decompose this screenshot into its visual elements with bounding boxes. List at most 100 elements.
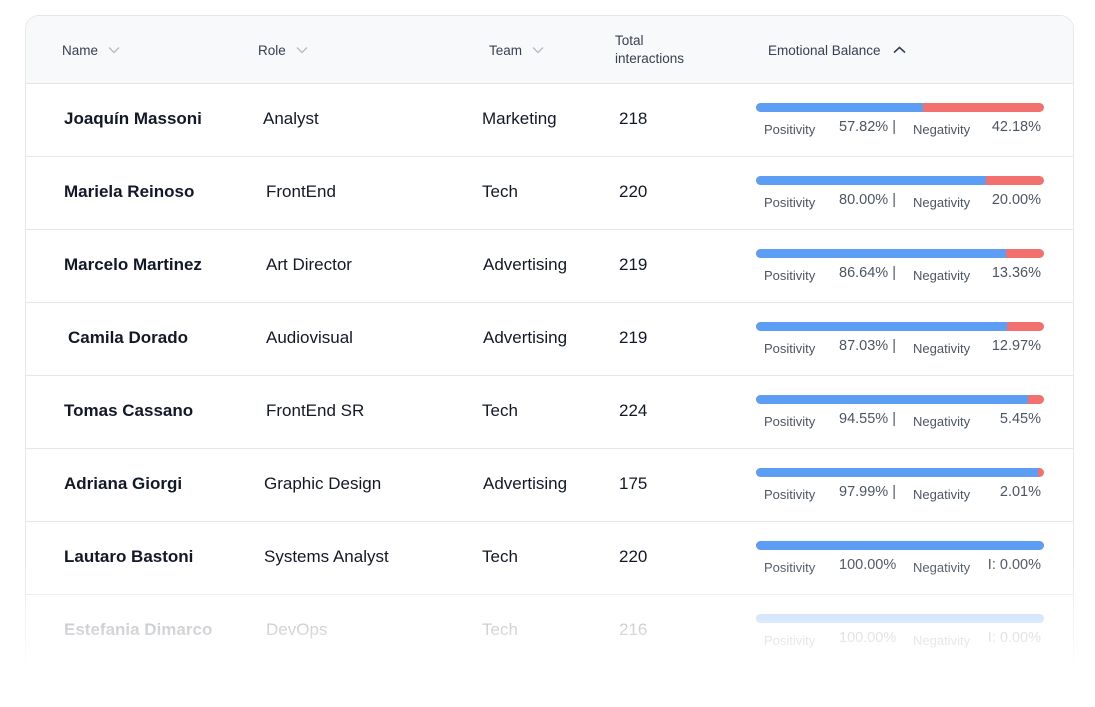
employee-role: FrontEnd: [266, 182, 336, 201]
positivity-label: Positivity: [764, 414, 816, 429]
negativity-value: 2.01%: [999, 484, 1041, 500]
employee-role: Art Director: [266, 255, 352, 274]
column-header-team-label: Team: [489, 42, 523, 58]
balance-stats: Positivity 100.00% Negativity I: 0.00%: [756, 630, 1044, 650]
negativity-value: 12.97%: [991, 338, 1041, 354]
employee-name: Adriana Giorgi: [64, 474, 183, 493]
balance-stats: Positivity 57.82% | Negativity 42.18%: [756, 119, 1044, 139]
positivity-label: Positivity: [764, 268, 816, 283]
total-interactions: 218: [619, 109, 648, 128]
negativity-value: I: 0.00%: [987, 630, 1041, 646]
positivity-label: Positivity: [764, 560, 816, 575]
positivity-fill: [756, 322, 1007, 331]
negativity-label: Negativity: [913, 195, 971, 210]
positivity-fill: [756, 176, 987, 185]
balance-bar: [756, 322, 1044, 331]
total-interactions: 220: [619, 547, 648, 566]
emotional-balance: Positivity 94.55% | Negativity 5.45%: [756, 395, 1044, 431]
employee-name: Estefania Dimarco: [64, 620, 213, 639]
emotional-balance: Positivity 100.00% Negativity I: 0.00%: [756, 541, 1044, 577]
negativity-value: 13.36%: [991, 265, 1041, 281]
positivity-value: 86.64% |: [839, 265, 896, 281]
negativity-value: 42.18%: [991, 119, 1041, 135]
positivity-label: Positivity: [764, 487, 816, 502]
column-header-team[interactable]: Team: [489, 16, 544, 84]
column-header-total-line1: Total: [615, 33, 644, 48]
positivity-fill: [756, 468, 1039, 477]
employee-name: Marcelo Martinez: [64, 255, 202, 274]
emotional-balance: Positivity 100.00% Negativity I: 0.00%: [756, 614, 1044, 650]
chevron-down-icon: [532, 46, 544, 54]
table-row[interactable]: Joaquín Massoni Analyst Marketing 218 Positi…: [26, 84, 1073, 157]
balance-stats: Positivity 80.00% | Negativity 20.00%: [756, 192, 1044, 212]
negativity-label: Negativity: [913, 268, 971, 283]
negativity-label: Negativity: [913, 122, 971, 137]
negativity-label: Negativity: [913, 414, 971, 429]
table-row[interactable]: Marcelo Martinez Art Director Advertising 2…: [26, 230, 1073, 303]
column-header-total-line2: interactions: [615, 51, 685, 66]
employee-role: Analyst: [263, 109, 319, 128]
positivity-value: 80.00% |: [839, 192, 896, 208]
employee-name: Joaquín Massoni: [64, 109, 202, 128]
employee-team: Tech: [482, 182, 518, 201]
chevron-up-icon: [893, 46, 906, 54]
positivity-fill: [756, 541, 1044, 550]
positivity-value: 87.03% |: [839, 338, 896, 354]
employee-team: Tech: [482, 620, 518, 639]
column-header-name-label: Name: [62, 42, 99, 58]
total-interactions: 175: [619, 474, 648, 493]
total-interactions: 216: [619, 620, 648, 639]
emotional-balance: Positivity 57.82% | Negativity 42.18%: [756, 103, 1044, 139]
column-header-role[interactable]: Role: [258, 16, 308, 84]
negativity-value: I: 0.00%: [987, 557, 1041, 573]
column-header-total-interactions[interactable]: Total interactions: [615, 16, 725, 84]
balance-bar: [756, 468, 1044, 477]
table-row[interactable]: Tomas Cassano FrontEnd SR Tech 224 Positivit…: [26, 376, 1073, 449]
balance-stats: Positivity 87.03% | Negativity 12.97%: [756, 338, 1044, 358]
emotional-balance: Positivity 86.64% | Negativity 13.36%: [756, 249, 1044, 285]
total-interactions: 220: [619, 182, 648, 201]
employee-team: Marketing: [482, 109, 557, 128]
employee-role: Systems Analyst: [264, 547, 389, 566]
balance-bar: [756, 249, 1044, 258]
employee-team: Advertising: [483, 474, 568, 493]
balance-stats: Positivity 94.55% | Negativity 5.45%: [756, 411, 1044, 431]
negativity-label: Negativity: [913, 487, 971, 502]
employee-role: DevOps: [266, 620, 328, 639]
positivity-fill: [756, 249, 1006, 258]
employee-name: Mariela Reinoso: [64, 182, 195, 201]
table-row[interactable]: Estefania Dimarco DevOps Tech 216 Positivity…: [26, 595, 1073, 668]
positivity-value: 57.82% |: [839, 119, 896, 135]
balance-stats: Positivity 97.99% | Negativity 2.01%: [756, 484, 1044, 504]
negativity-label: Negativity: [913, 633, 971, 648]
column-header-emotional-balance-label: Emotional Balance: [768, 42, 881, 58]
balance-stats: Positivity 86.64% | Negativity 13.36%: [756, 265, 1044, 285]
table-row[interactable]: Adriana Giorgi Graphic Design Advertising 1…: [26, 449, 1073, 522]
balance-stats: Positivity 100.00% Negativity I: 0.00%: [756, 557, 1044, 577]
column-header-name[interactable]: Name: [62, 16, 120, 84]
positivity-value: 97.99% |: [839, 484, 896, 500]
table-row[interactable]: Lautaro Bastoni Systems Analyst Tech 220 Pos…: [26, 522, 1073, 595]
employee-table: Name Role Team Total interactions Emotio…: [25, 15, 1074, 695]
employee-role: FrontEnd SR: [266, 401, 365, 420]
positivity-value: 100.00%: [839, 557, 897, 573]
negativity-value: 5.45%: [999, 411, 1041, 427]
positivity-fill: [756, 103, 923, 112]
balance-bar: [756, 614, 1044, 623]
balance-bar: [756, 176, 1044, 185]
emotional-balance: Positivity 97.99% | Negativity 2.01%: [756, 468, 1044, 504]
total-interactions: 224: [619, 401, 648, 420]
table-row[interactable]: Camila Dorado Audiovisual Advertising 219 Po…: [26, 303, 1073, 376]
positivity-label: Positivity: [764, 341, 816, 356]
total-interactions: 219: [619, 255, 648, 274]
column-header-emotional-balance[interactable]: Emotional Balance: [768, 16, 906, 84]
employee-team: Advertising: [483, 328, 568, 347]
negativity-label: Negativity: [913, 560, 971, 575]
employee-name: Lautaro Bastoni: [64, 547, 194, 566]
positivity-fill: [756, 614, 1044, 623]
chevron-down-icon: [296, 46, 308, 54]
table-row[interactable]: Mariela Reinoso FrontEnd Tech 220 Positivity…: [26, 157, 1073, 230]
employee-role: Graphic Design: [264, 474, 382, 493]
employee-name: Tomas Cassano: [64, 401, 194, 420]
employee-name: Camila Dorado: [68, 328, 188, 347]
